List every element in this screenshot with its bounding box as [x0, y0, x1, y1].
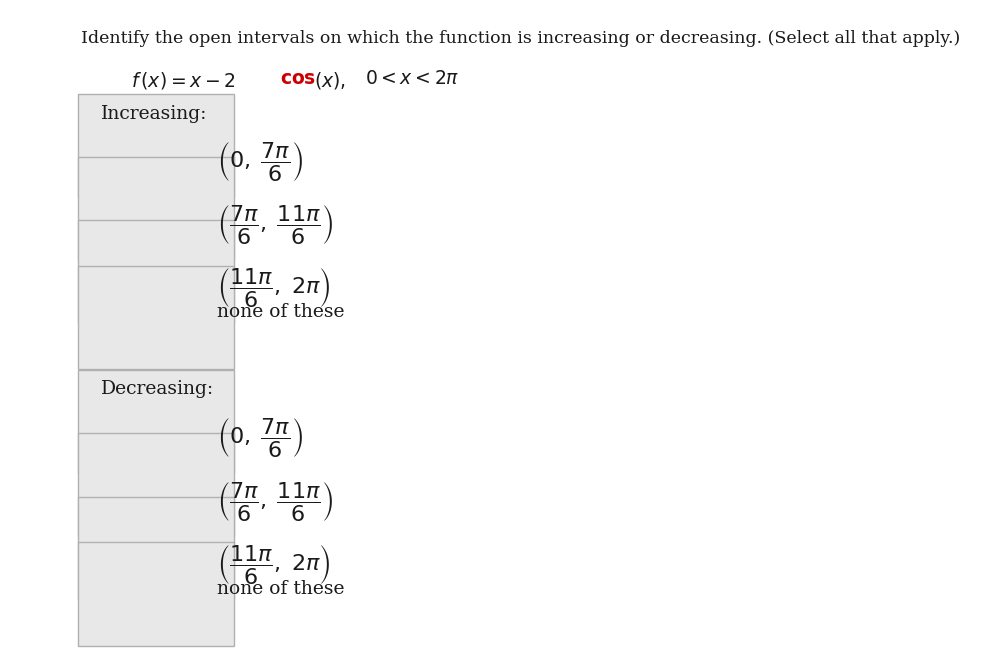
Text: $f\,(x) = x - 2$: $f\,(x) = x - 2$: [131, 70, 236, 91]
FancyBboxPatch shape: [79, 370, 234, 473]
Text: $\left(\dfrac{11\pi}{6},\;2\pi\right)$: $\left(\dfrac{11\pi}{6},\;2\pi\right)$: [217, 266, 331, 310]
FancyBboxPatch shape: [79, 542, 234, 646]
Text: $\left(\dfrac{11\pi}{6},\;2\pi\right)$: $\left(\dfrac{11\pi}{6},\;2\pi\right)$: [217, 543, 331, 586]
FancyBboxPatch shape: [79, 157, 234, 260]
FancyBboxPatch shape: [79, 220, 234, 324]
Text: none of these: none of these: [217, 579, 344, 598]
Text: $\left(\dfrac{7\pi}{6},\;\dfrac{11\pi}{6}\right)$: $\left(\dfrac{7\pi}{6},\;\dfrac{11\pi}{6…: [217, 480, 333, 523]
Text: $\left(0,\;\dfrac{7\pi}{6}\right)$: $\left(0,\;\dfrac{7\pi}{6}\right)$: [217, 140, 302, 183]
FancyBboxPatch shape: [79, 93, 234, 197]
Text: $\mathbf{cos}$: $\mathbf{cos}$: [280, 70, 317, 88]
FancyBboxPatch shape: [79, 433, 234, 537]
FancyBboxPatch shape: [79, 266, 234, 369]
Text: none of these: none of these: [217, 303, 344, 322]
Text: $0 < x < 2\pi$: $0 < x < 2\pi$: [365, 70, 460, 88]
Text: $\left(\dfrac{7\pi}{6},\;\dfrac{11\pi}{6}\right)$: $\left(\dfrac{7\pi}{6},\;\dfrac{11\pi}{6…: [217, 203, 333, 246]
Text: $(x),$: $(x),$: [314, 70, 347, 91]
Text: Identify the open intervals on which the function is increasing or decreasing. (: Identify the open intervals on which the…: [81, 30, 960, 47]
Text: Increasing:: Increasing:: [101, 105, 208, 123]
Text: Decreasing:: Decreasing:: [101, 380, 214, 398]
Text: $\left(0,\;\dfrac{7\pi}{6}\right)$: $\left(0,\;\dfrac{7\pi}{6}\right)$: [217, 416, 302, 460]
FancyBboxPatch shape: [79, 497, 234, 599]
